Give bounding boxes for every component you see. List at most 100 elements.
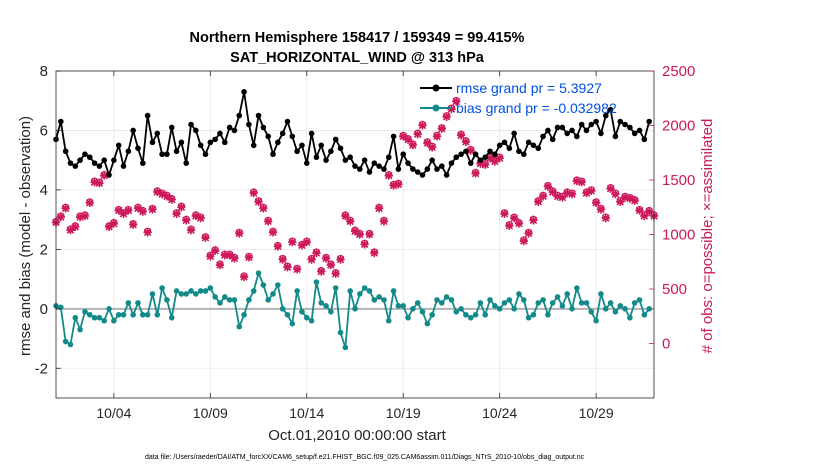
obs-assimilated-marker [394,180,403,189]
bias-point [390,288,397,294]
rmse-point [511,130,517,137]
obs-assimilated-marker [239,272,249,282]
obs-assimilated-marker [514,219,524,228]
rmse-point [583,127,590,134]
obs-assimilated-marker [114,206,123,215]
obs-assimilated-marker [133,204,143,213]
obs-assimilated-marker [630,196,639,205]
rmse-point [308,130,315,137]
bias-point [115,311,122,318]
rmse-point [111,157,117,163]
rmse-point [607,106,614,113]
y-tick-label: 0 [40,301,48,318]
bias-point [120,311,127,318]
obs-assimilated-marker [162,192,172,201]
x-axis-ticks: 10/04 10/09 10/14 10/19 10/24 10/29 [96,71,614,421]
rmse-point [347,154,353,161]
rmse-point [405,160,411,166]
bias-point [130,311,136,318]
bias-point [159,285,165,291]
bias-point [299,308,305,315]
bias-point [106,306,112,312]
obs-assimilated-marker [288,237,297,247]
y2-tick-label: 2000 [662,118,695,135]
rmse-point [207,139,214,146]
rmse-point [646,118,652,125]
bias-point [270,291,276,297]
bias-point [357,291,363,297]
rmse-point [217,130,223,137]
obs-assimilated-marker [307,255,316,264]
rmse-point [250,142,257,149]
obs-assimilated-marker [365,230,374,239]
obs-assimilated-marker [186,225,196,235]
bias-point [487,297,493,303]
rmse-point [419,172,426,178]
rmse-point [77,157,83,163]
rmse-point [429,157,435,163]
data-file-footnote: data file: /Users/raeder/DAI/ATM_forcXX/… [145,454,585,461]
obs-assimilated-marker [577,178,586,187]
bias-point [77,326,83,333]
obs-assimilated-marker [346,217,355,226]
obs-assimilated-marker [640,211,649,221]
rmse-point [617,118,624,125]
legend: rmse grand pr = 5.3927 bias grand pr = -… [420,80,617,116]
rmse-point [149,139,156,146]
obs-count-markers [51,96,659,282]
rmse-point [482,154,489,161]
chart-subtitle: SAT_HORIZONTAL_WIND @ 313 hPa [230,50,485,66]
rmse-point [154,130,161,137]
bias-point [598,291,604,297]
obs-assimilated-marker [148,205,157,214]
rmse-point [424,166,431,172]
obs-assimilated-marker [553,192,562,201]
bias-point [366,288,373,294]
bias-point [381,297,387,303]
obs-assimilated-marker [360,240,369,249]
obs-assimilated-marker [485,154,495,163]
rmse-line [55,90,651,176]
obs-assimilated-marker [548,187,557,197]
obs-assimilated-marker [447,104,456,114]
rmse-point [366,169,373,175]
y-tick-label: 4 [40,182,48,199]
bias-point [149,291,156,297]
obs-assimilated-marker [312,248,321,258]
obs-assimilated-marker [519,236,528,246]
obs-assimilated-marker [538,192,548,201]
rmse-point [255,112,262,119]
rmse-point [202,151,209,158]
obs-assimilated-marker [601,213,610,223]
obs-assimilated-marker [534,197,543,206]
bias-point [241,311,247,318]
bias-point [506,297,513,303]
rmse-point [299,142,305,149]
rmse-point [328,148,334,155]
rmse-point [506,145,513,152]
bias-point [250,288,257,294]
obs-assimilated-marker [432,132,442,141]
obs-assimilated-marker [437,124,446,133]
obs-assimilated-marker [384,171,393,180]
rmse-point [578,121,585,128]
rmse-point [559,124,566,131]
bias-point [472,311,479,318]
obs-assimilated-marker [283,263,292,272]
obs-assimilated-marker [220,251,229,260]
bias-point [574,285,580,291]
rmse-point [569,127,575,134]
obs-assimilated-marker [235,229,244,238]
bias-point [525,314,532,321]
rmse-point [101,157,108,163]
obs-assimilated-marker [273,242,282,251]
bias-point [332,285,339,291]
rmse-point [265,133,271,140]
rmse-point [376,163,382,169]
obs-assimilated-marker [80,211,90,221]
obs-assimilated-marker [167,195,176,204]
rmse-point [574,133,580,140]
bias-point [342,344,349,351]
obs-assimilated-marker [616,197,625,206]
bias-point [303,314,310,321]
